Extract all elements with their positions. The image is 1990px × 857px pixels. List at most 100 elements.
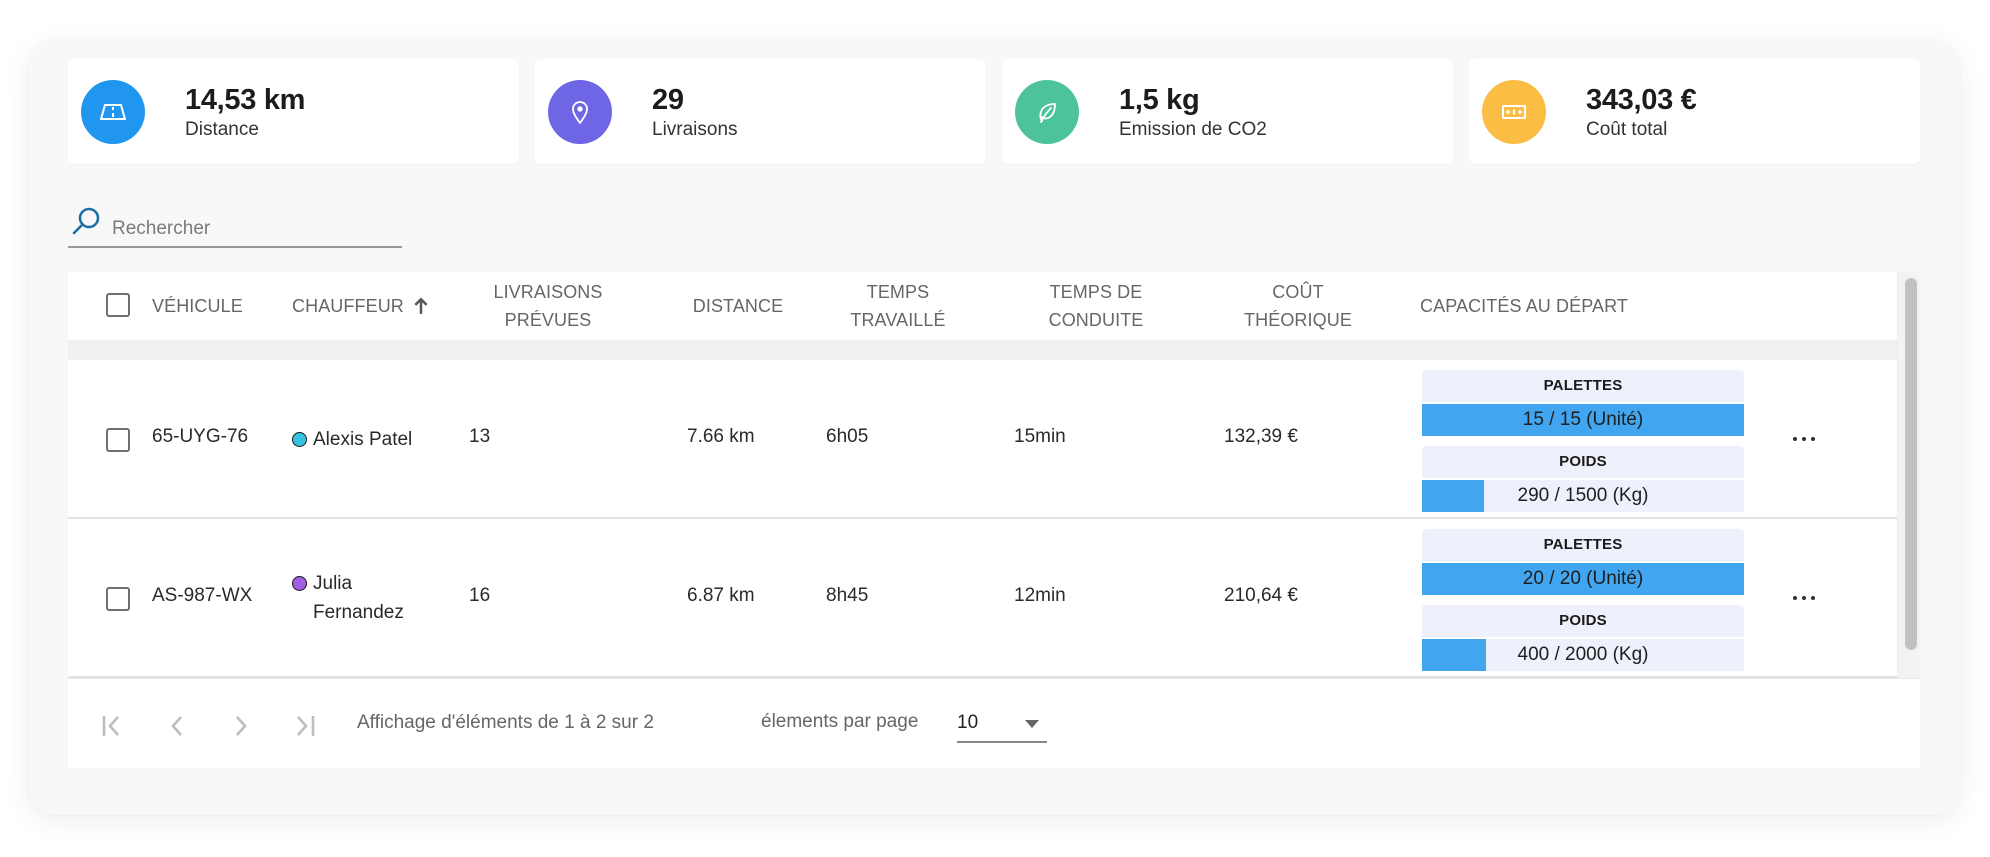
capacity-widget: PALETTES 20 / 20 (Unité) POIDS 400 / 200…: [1422, 529, 1744, 671]
per-page-select[interactable]: 10: [957, 705, 1047, 743]
capacity-bar-palettes: 15 / 15 (Unité): [1422, 404, 1744, 436]
capacity-label-poids: POIDS: [1422, 446, 1744, 478]
cell-temps-travaille: 6h05: [826, 426, 869, 447]
road-icon: [81, 79, 145, 144]
kpi-card-cout: 343,03 € Coût total: [1469, 59, 1920, 164]
scrollbar-thumb[interactable]: [1905, 278, 1917, 650]
driver-name: Julia Fernandez: [313, 569, 404, 627]
column-label: TEMPS DE: [1049, 282, 1143, 302]
select-all-checkbox[interactable]: [106, 293, 130, 317]
kpi-value: 343,03 €: [1586, 83, 1697, 116]
cell-temps-conduite: 15min: [1014, 426, 1066, 447]
driver-last-name: Fernandez: [313, 602, 404, 623]
column-label: CONDUITE: [1048, 310, 1144, 330]
cell-chauffeur: Julia Fernandez: [292, 569, 404, 627]
row-checkbox[interactable]: [106, 428, 130, 452]
column-header-temps-travaille[interactable]: TEMPS TRAVAILLÉ: [828, 272, 968, 340]
leaf-icon: [1015, 79, 1079, 144]
capacity-bar-poids: 400 / 2000 (Kg): [1422, 639, 1744, 671]
capacity-bar-palettes: 20 / 20 (Unité): [1422, 563, 1744, 595]
kpi-card-co2: 1,5 kg Emission de CO2: [1002, 59, 1453, 164]
kpi-label: Distance: [185, 118, 259, 140]
column-label: TEMPS: [866, 282, 930, 302]
column-header-distance[interactable]: DISTANCE: [678, 272, 798, 340]
driver-name: Alexis Patel: [313, 429, 413, 450]
capacity-fill: [1422, 480, 1485, 512]
cell-distance: 6.87 km: [687, 585, 755, 606]
column-header-livraisons-prevues[interactable]: LIVRAISONS PRÉVUES: [466, 272, 630, 340]
column-header-vehicule[interactable]: VÉHICULE: [152, 272, 262, 340]
column-label: VÉHICULE: [152, 296, 243, 316]
search-input[interactable]: [112, 218, 392, 240]
row-actions-menu-button[interactable]: [1784, 427, 1824, 451]
first-page-icon: [102, 716, 119, 736]
capacity-fill: [1422, 404, 1744, 436]
cell-livraisons: 16: [469, 585, 491, 606]
column-label: DISTANCE: [692, 296, 784, 316]
cell-cout: 132,39 €: [1224, 426, 1298, 447]
caret-down-icon: [1025, 720, 1039, 728]
search-field: [68, 204, 402, 248]
capacity-value: 290 / 1500 (Kg): [1517, 485, 1649, 506]
kpi-card-livraisons: 29 Livraisons: [535, 59, 986, 164]
driver-color-dot: [292, 432, 307, 447]
row-checkbox[interactable]: [106, 587, 130, 611]
capacity-value: 15 / 15 (Unité): [1522, 409, 1644, 430]
capacity-value: 400 / 2000 (Kg): [1517, 644, 1649, 665]
per-page-label: élements par page: [761, 711, 919, 732]
chevron-right-icon: [236, 716, 247, 736]
next-page-button[interactable]: [224, 711, 258, 741]
driver-color-dot: [292, 576, 307, 591]
row-actions-menu-button[interactable]: [1784, 586, 1824, 610]
cell-chauffeur: Alexis Patel: [292, 425, 412, 454]
kpi-label: Livraisons: [652, 118, 738, 140]
kpi-row: 14,53 km Distance 29 Livraisons 1,5 kg E…: [68, 59, 1920, 164]
cell-cout: 210,64 €: [1224, 585, 1298, 606]
capacity-label-poids: POIDS: [1422, 605, 1744, 637]
cell-vehicule: 65-UYG-76: [152, 426, 249, 447]
column-label: CAPACITÉS AU DÉPART: [1420, 296, 1628, 316]
pagination: Affichage d'éléments de 1 à 2 sur 2 élem…: [68, 678, 1920, 768]
kpi-value: 14,53 km: [185, 83, 306, 116]
kpi-label: Emission de CO2: [1119, 118, 1267, 140]
table-scrollbar[interactable]: [1897, 272, 1920, 678]
column-header-cout-theorique[interactable]: COÛT THÉORIQUE: [1228, 272, 1368, 340]
last-page-icon: [297, 716, 315, 736]
previous-page-button[interactable]: [160, 711, 194, 741]
capacity-widget: PALETTES 15 / 15 (Unité) POIDS 290 / 150…: [1422, 370, 1744, 512]
kpi-card-distance: 14,53 km Distance: [68, 59, 519, 164]
kpi-label: Coût total: [1586, 118, 1668, 140]
kpi-value: 29: [652, 83, 684, 116]
cell-distance: 7.66 km: [687, 426, 755, 447]
cell-temps-conduite: 12min: [1014, 585, 1066, 606]
first-page-button[interactable]: [96, 711, 130, 741]
last-page-button[interactable]: [288, 711, 322, 741]
capacity-bar-poids: 290 / 1500 (Kg): [1422, 480, 1744, 512]
routes-table: VÉHICULE CHAUFFEUR LIVRAISONS PRÉVUES DI…: [68, 272, 1920, 678]
table-header-spacer: [68, 340, 1897, 360]
cell-temps-travaille: 8h45: [826, 585, 869, 606]
capacity-label-palettes: PALETTES: [1422, 370, 1744, 402]
column-label: COÛT: [1272, 282, 1324, 302]
table-row[interactable]: 65-UYG-76 Alexis Patel 13 7.66 km 6h05 1…: [68, 360, 1897, 519]
per-page-value: 10: [957, 712, 979, 733]
pagination-info: Affichage d'éléments de 1 à 2 sur 2: [357, 712, 654, 733]
column-header-chauffeur[interactable]: CHAUFFEUR: [292, 272, 462, 340]
chevron-left-icon: [171, 716, 182, 736]
sort-ascending-icon: [414, 297, 428, 314]
capacity-fill: [1422, 639, 1487, 671]
column-label: LIVRAISONS: [493, 282, 603, 302]
column-label: THÉORIQUE: [1244, 310, 1352, 330]
banknote-icon: [1482, 79, 1546, 144]
cell-vehicule: AS-987-WX: [152, 585, 253, 606]
driver-first-name: Julia: [313, 573, 353, 594]
column-header-capacites[interactable]: CAPACITÉS AU DÉPART: [1420, 272, 1680, 340]
map-pin-icon: [548, 79, 612, 144]
capacity-value: 20 / 20 (Unité): [1522, 568, 1644, 589]
table-header: VÉHICULE CHAUFFEUR LIVRAISONS PRÉVUES DI…: [68, 272, 1897, 340]
capacity-fill: [1422, 563, 1744, 595]
column-header-temps-conduite[interactable]: TEMPS DE CONDUITE: [1026, 272, 1166, 340]
column-label: CHAUFFEUR: [292, 296, 404, 316]
table-row[interactable]: AS-987-WX Julia Fernandez 16 6.87 km 8h4…: [68, 519, 1897, 678]
capacity-label-palettes: PALETTES: [1422, 529, 1744, 561]
